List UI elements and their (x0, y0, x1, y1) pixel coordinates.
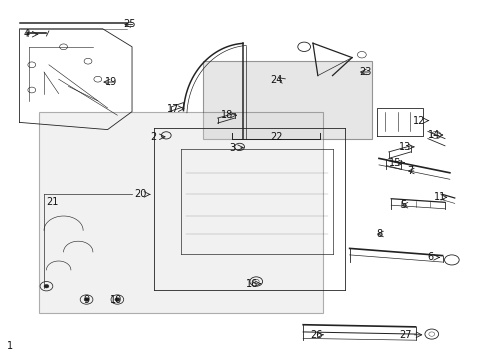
Text: 10: 10 (110, 294, 122, 305)
Text: 2: 2 (150, 132, 156, 142)
Text: 25: 25 (123, 19, 136, 30)
Text: 27: 27 (399, 330, 411, 340)
Text: 3: 3 (229, 143, 235, 153)
Text: 26: 26 (310, 330, 323, 340)
Text: 22: 22 (269, 132, 282, 142)
Text: 18: 18 (221, 110, 233, 120)
Text: 11: 11 (433, 192, 446, 202)
Text: 1: 1 (7, 341, 13, 351)
Text: 15: 15 (388, 158, 401, 168)
Text: 14: 14 (427, 130, 439, 140)
Text: 12: 12 (412, 116, 425, 126)
Circle shape (84, 298, 89, 301)
Text: 23: 23 (359, 67, 371, 77)
Text: 5: 5 (400, 200, 406, 210)
Text: 19: 19 (105, 77, 118, 87)
Text: 17: 17 (167, 104, 180, 114)
Text: 9: 9 (83, 294, 89, 305)
Text: 13: 13 (398, 142, 410, 152)
Circle shape (44, 284, 49, 288)
Text: 24: 24 (269, 75, 282, 85)
Text: 7: 7 (407, 166, 413, 176)
Bar (203, 61, 371, 139)
Text: 20: 20 (134, 189, 147, 199)
Text: 8: 8 (375, 229, 381, 239)
Text: 6: 6 (427, 252, 432, 262)
Circle shape (115, 298, 120, 301)
Text: 16: 16 (245, 279, 258, 289)
Text: 4: 4 (24, 29, 30, 39)
Bar (39, 112, 322, 313)
Text: 21: 21 (46, 197, 59, 207)
